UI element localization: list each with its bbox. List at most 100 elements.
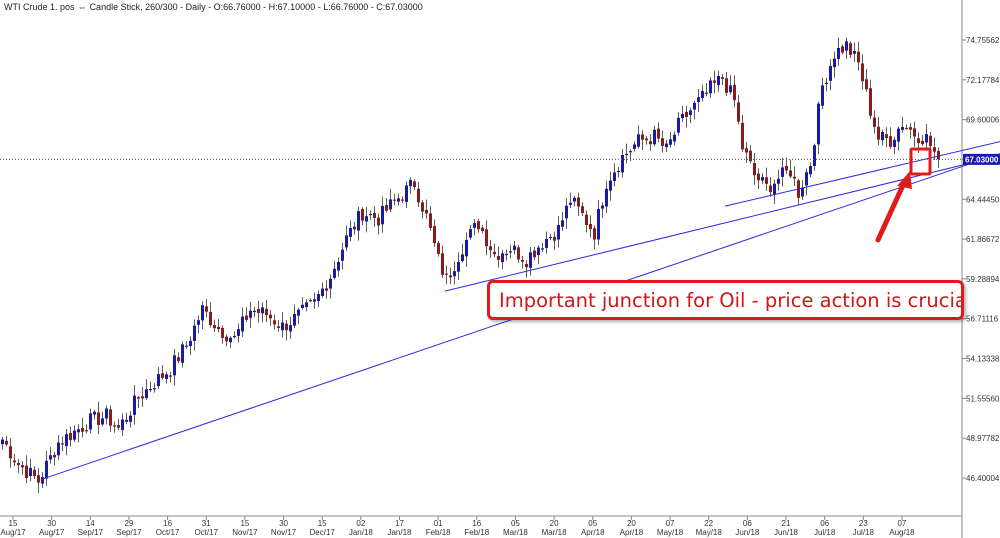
y-tick-label: 56.71116 — [966, 315, 999, 324]
candle-up — [49, 455, 52, 460]
trendline[interactable] — [724, 132, 1000, 207]
candle-up — [529, 252, 532, 268]
candle-up — [101, 418, 104, 425]
candle-down — [5, 440, 8, 445]
candle-up — [501, 253, 504, 263]
candle-up — [73, 430, 76, 440]
candle-up — [513, 245, 516, 251]
candle-down — [849, 43, 852, 55]
candle-down — [685, 111, 688, 117]
candle-up — [301, 304, 304, 309]
candle-down — [789, 170, 792, 177]
annotation-arrow-shaft — [875, 180, 907, 243]
candle-down — [737, 102, 740, 122]
candle-up — [901, 126, 904, 130]
candle-down — [413, 181, 416, 187]
x-tick-month: Jun/18 — [735, 528, 760, 537]
candle-up — [893, 139, 896, 147]
candle-up — [57, 442, 60, 456]
x-tick-month: Jan/18 — [387, 528, 412, 537]
x-tick-day: 23 — [859, 519, 868, 528]
candle-down — [245, 315, 248, 320]
x-tick-day: 02 — [356, 519, 365, 528]
candle-down — [377, 217, 380, 226]
candle-down — [577, 197, 580, 207]
candle-up — [197, 320, 200, 325]
candle-down — [421, 202, 424, 212]
candle-up — [681, 114, 684, 118]
candle-up — [105, 408, 108, 419]
price-tag-bg — [963, 153, 1000, 165]
candle-up — [573, 197, 576, 202]
candle-up — [689, 110, 692, 116]
candle-up — [125, 419, 128, 422]
candle-up — [165, 374, 168, 379]
candle-up — [925, 134, 928, 143]
candle-up — [665, 143, 668, 148]
x-tick-month: Jul/18 — [814, 528, 836, 537]
candle-down — [13, 460, 16, 463]
candle-up — [229, 337, 232, 343]
candle-down — [417, 188, 420, 203]
candle-up — [297, 309, 300, 316]
candle-down — [425, 209, 428, 214]
candle-up — [469, 229, 472, 238]
candle-down — [713, 80, 716, 83]
candle-down — [433, 226, 436, 244]
candle-up — [881, 131, 884, 141]
candle-up — [169, 375, 172, 377]
candle-down — [213, 325, 216, 329]
candle-down — [733, 84, 736, 101]
candle-up — [693, 102, 696, 110]
x-tick-day: 15 — [240, 519, 249, 528]
candle-down — [721, 77, 724, 79]
candle-down — [757, 173, 760, 181]
annotation-arrow-head — [897, 171, 912, 189]
candle-up — [609, 180, 612, 191]
candle-up — [613, 172, 616, 182]
link-icon[interactable]: ⇔ — [77, 2, 87, 12]
candle-down — [917, 138, 920, 144]
candle-up — [821, 85, 824, 106]
candle-up — [41, 477, 44, 484]
candle-up — [845, 41, 848, 51]
candle-up — [669, 139, 672, 145]
candle-down — [533, 250, 536, 258]
candle-down — [69, 433, 72, 441]
candle-down — [441, 253, 444, 275]
candle-up — [317, 294, 320, 302]
candle-up — [677, 117, 680, 133]
candle-up — [617, 170, 620, 173]
candle-up — [605, 188, 608, 207]
y-tick-label: 69.60006 — [966, 116, 1000, 125]
candle-up — [381, 205, 384, 225]
trendline[interactable] — [444, 146, 1000, 292]
candle-down — [589, 224, 592, 230]
instrument-title: WTI Crude 1. pos — [4, 2, 75, 12]
candle-down — [869, 88, 872, 116]
candle-up — [189, 340, 192, 347]
candle-up — [253, 310, 256, 313]
y-axis-ticks: 74.7556272.1778469.6000667.0222864.44450… — [962, 36, 1000, 483]
candle-down — [285, 323, 288, 331]
candle-down — [25, 465, 28, 479]
x-tick-day: 29 — [124, 519, 133, 528]
x-tick-day: 16 — [163, 519, 172, 528]
candle-up — [313, 299, 316, 302]
candle-down — [909, 127, 912, 130]
candle-up — [717, 75, 720, 86]
candle-down — [933, 147, 936, 152]
candle-up — [305, 302, 308, 307]
x-tick-day: 01 — [434, 519, 443, 528]
candle-down — [649, 141, 652, 145]
x-tick-day: 30 — [47, 519, 56, 528]
candle-down — [497, 255, 500, 260]
candle-down — [493, 251, 496, 255]
candle-up — [561, 220, 564, 227]
candle-up — [1, 439, 4, 445]
x-tick-day: 07 — [666, 519, 675, 528]
candle-up — [853, 50, 856, 54]
candle-down — [889, 136, 892, 147]
highlight-box — [909, 147, 932, 176]
